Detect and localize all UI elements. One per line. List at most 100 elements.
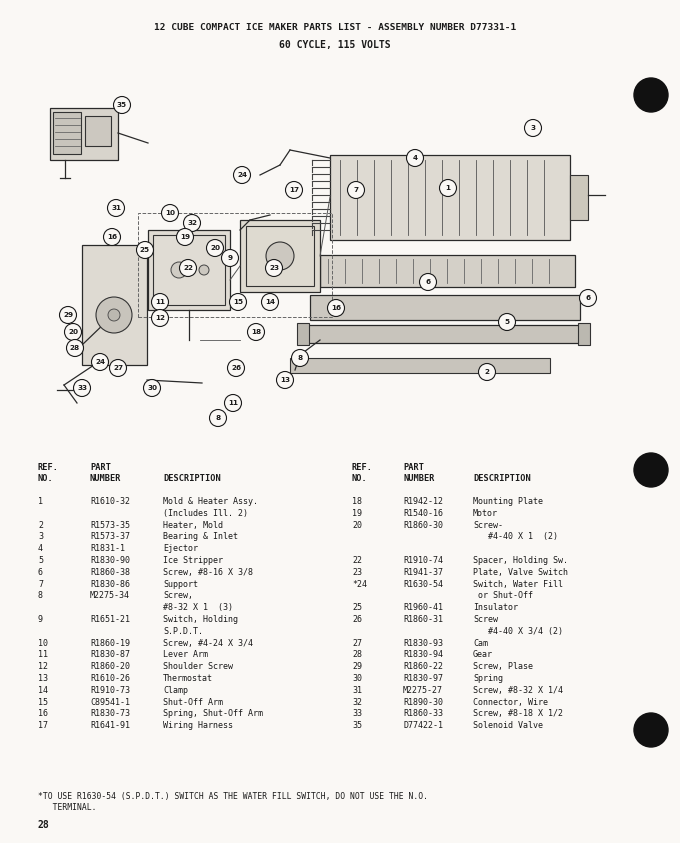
Circle shape [152, 293, 169, 310]
Text: Switch, Holding: Switch, Holding [163, 615, 238, 624]
Circle shape [67, 340, 84, 357]
Circle shape [137, 241, 154, 259]
Text: Connector, Wire: Connector, Wire [473, 698, 548, 706]
Bar [297, 323, 309, 345]
Text: 7: 7 [38, 580, 43, 588]
Text: 27: 27 [352, 639, 362, 647]
Text: 6: 6 [426, 279, 430, 285]
Text: 8: 8 [297, 355, 303, 361]
Text: 32: 32 [352, 698, 362, 706]
Text: R1860-31: R1860-31 [403, 615, 443, 624]
Text: R1860-38: R1860-38 [90, 568, 130, 577]
Circle shape [634, 713, 668, 747]
Text: 11: 11 [228, 400, 238, 406]
Text: Screw, Plase: Screw, Plase [473, 663, 533, 671]
Bar [246, 226, 314, 286]
Circle shape [180, 260, 197, 277]
Text: 6: 6 [38, 568, 43, 577]
Text: R1860-22: R1860-22 [403, 663, 443, 671]
Bar [320, 255, 575, 287]
Text: 24: 24 [237, 172, 247, 178]
Circle shape [292, 350, 309, 367]
Circle shape [199, 265, 209, 275]
Circle shape [248, 324, 265, 341]
Text: 10: 10 [38, 639, 48, 647]
Circle shape [266, 242, 294, 270]
Circle shape [233, 167, 250, 184]
Text: 31: 31 [111, 205, 121, 211]
Text: 18: 18 [251, 329, 261, 335]
Circle shape [277, 372, 294, 389]
Text: #8-32 X 1  (3): #8-32 X 1 (3) [163, 604, 233, 612]
Circle shape [171, 262, 187, 278]
Text: 8: 8 [38, 592, 43, 600]
Text: R1960-41: R1960-41 [403, 604, 443, 612]
Text: 25: 25 [140, 247, 150, 253]
Text: 18: 18 [352, 497, 362, 506]
Text: Cam: Cam [473, 639, 488, 647]
Circle shape [108, 309, 120, 321]
Text: R1651-21: R1651-21 [90, 615, 130, 624]
Text: S.P.D.T.: S.P.D.T. [163, 627, 203, 636]
Text: Ejector: Ejector [163, 545, 198, 553]
Text: (Includes Ill. 2): (Includes Ill. 2) [163, 509, 248, 518]
Circle shape [65, 324, 82, 341]
Bar [330, 155, 570, 240]
Text: 30: 30 [352, 674, 362, 683]
Text: 10: 10 [165, 210, 175, 216]
Text: NUMBER: NUMBER [90, 474, 122, 483]
Circle shape [407, 149, 424, 167]
Circle shape [109, 359, 126, 377]
Text: R1860-33: R1860-33 [403, 710, 443, 718]
Circle shape [347, 181, 364, 198]
Text: 11: 11 [38, 651, 48, 659]
Text: 13: 13 [280, 377, 290, 383]
Text: R1910-74: R1910-74 [403, 556, 443, 565]
Text: Shut-Off Arm: Shut-Off Arm [163, 698, 223, 706]
Text: Clamp: Clamp [163, 686, 188, 695]
Text: 1: 1 [38, 497, 43, 506]
Text: R1610-26: R1610-26 [90, 674, 130, 683]
Text: M2275-27: M2275-27 [403, 686, 443, 695]
Text: NUMBER: NUMBER [403, 474, 435, 483]
Text: Spacer, Holding Sw.: Spacer, Holding Sw. [473, 556, 568, 565]
Text: 60 CYCLE, 115 VOLTS: 60 CYCLE, 115 VOLTS [279, 40, 391, 50]
Text: 28: 28 [352, 651, 362, 659]
Text: Screw-: Screw- [473, 521, 503, 529]
Circle shape [524, 120, 541, 137]
Text: R1573-35: R1573-35 [90, 521, 130, 529]
Circle shape [222, 250, 239, 266]
Text: R1610-32: R1610-32 [90, 497, 130, 506]
Text: 2: 2 [38, 521, 43, 529]
Circle shape [177, 228, 194, 245]
Circle shape [265, 260, 282, 277]
Circle shape [498, 314, 515, 330]
Text: 23: 23 [352, 568, 362, 577]
Text: Motor: Motor [473, 509, 498, 518]
Circle shape [103, 228, 120, 245]
Text: 27: 27 [113, 365, 123, 371]
Circle shape [579, 289, 596, 307]
Text: 13: 13 [38, 674, 48, 683]
Circle shape [152, 309, 169, 326]
Text: 3: 3 [530, 125, 536, 131]
Text: Support: Support [163, 580, 198, 588]
Circle shape [286, 181, 303, 198]
Bar [578, 323, 590, 345]
Text: 4: 4 [38, 545, 43, 553]
Bar [82, 245, 147, 365]
Text: DESCRIPTION: DESCRIPTION [163, 474, 221, 483]
Bar [153, 235, 225, 305]
Text: TERMINAL.: TERMINAL. [38, 803, 97, 812]
Bar [290, 358, 550, 373]
Text: Lever Arm: Lever Arm [163, 651, 208, 659]
Text: R1830-93: R1830-93 [403, 639, 443, 647]
Text: REF.: REF. [352, 463, 373, 472]
Text: 25: 25 [352, 604, 362, 612]
Text: Mounting Plate: Mounting Plate [473, 497, 543, 506]
Text: 17: 17 [38, 722, 48, 730]
Text: or Shut-Off: or Shut-Off [473, 592, 533, 600]
Text: R1890-30: R1890-30 [403, 698, 443, 706]
Circle shape [479, 363, 496, 380]
Bar [305, 325, 580, 343]
